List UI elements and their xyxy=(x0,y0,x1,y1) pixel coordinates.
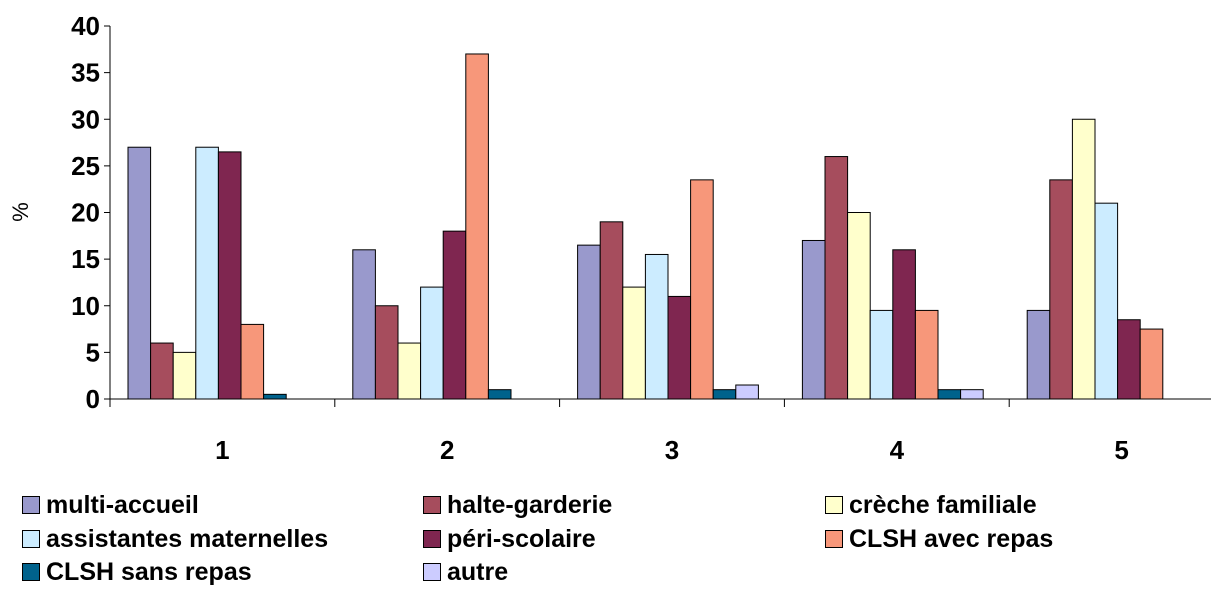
y-axis-label: % xyxy=(8,202,33,222)
y-tick-label: 20 xyxy=(71,198,100,228)
bar-multi-accueil-3 xyxy=(577,244,601,400)
bar-halte-garderie-3 xyxy=(599,221,624,400)
y-tick-label: 25 xyxy=(71,151,100,181)
bar-assistantes-maternelles-5 xyxy=(1094,202,1119,400)
x-tick-label: 1 xyxy=(215,435,229,465)
bar-autre-4 xyxy=(960,389,984,400)
bar-péri-scolaire-1 xyxy=(217,151,242,400)
bar-crèche-familiale-3 xyxy=(622,286,646,400)
bar-assistantes-maternelles-4 xyxy=(869,309,894,400)
bar-assistantes-maternelles-2 xyxy=(420,286,444,400)
bar-assistantes-maternelles-1 xyxy=(195,146,219,400)
y-tick-label: 10 xyxy=(71,291,100,321)
y-tick-label: 35 xyxy=(71,58,100,88)
bar-CLSH-avec-repas-5 xyxy=(1139,328,1164,400)
bar-crèche-familiale-2 xyxy=(397,342,422,400)
bar-CLSH-avec-repas-2 xyxy=(465,53,489,400)
bar-multi-accueil-4 xyxy=(801,239,826,400)
x-axis: 1 2 3 4 5 xyxy=(109,398,1211,465)
bar-CLSH-sans-repas-2 xyxy=(487,389,512,400)
bar-péri-scolaire-5 xyxy=(1117,319,1141,400)
bar-halte-garderie-4 xyxy=(824,156,849,400)
bar-CLSH-avec-repas-4 xyxy=(914,309,939,400)
y-tick-label: 5 xyxy=(86,337,100,367)
bar-péri-scolaire-4 xyxy=(892,249,916,400)
bar-assistantes-maternelles-3 xyxy=(644,253,669,400)
bar-CLSH-avec-repas-3 xyxy=(690,179,714,400)
y-axis: 0 5 10 15 20 25 30 35 40 xyxy=(71,11,111,414)
bar-CLSH-sans-repas-4 xyxy=(937,389,962,400)
bar-crèche-familiale-1 xyxy=(172,351,197,400)
bar-halte-garderie-2 xyxy=(374,305,399,400)
bar-péri-scolaire-2 xyxy=(442,230,467,400)
y-tick-label: 40 xyxy=(71,11,100,41)
bar-multi-accueil-1 xyxy=(127,146,152,400)
y-tick-label: 15 xyxy=(71,244,100,274)
bar-multi-accueil-2 xyxy=(352,249,376,400)
bar-halte-garderie-1 xyxy=(150,342,174,400)
x-tick-label: 4 xyxy=(890,435,905,465)
y-tick-label: 0 xyxy=(86,384,100,414)
bar-halte-garderie-5 xyxy=(1049,179,1073,400)
bar-multi-accueil-5 xyxy=(1026,309,1051,400)
bar-CLSH-sans-repas-3 xyxy=(712,389,737,400)
bar-péri-scolaire-3 xyxy=(667,295,692,400)
bars xyxy=(127,53,1164,400)
bar-crèche-familiale-5 xyxy=(1071,118,1096,400)
bar-autre-3 xyxy=(735,384,759,400)
x-tick-label: 3 xyxy=(665,435,679,465)
x-tick-label: 5 xyxy=(1114,435,1128,465)
bar-crèche-familiale-4 xyxy=(847,212,871,400)
y-tick-label: 30 xyxy=(71,104,100,134)
bar-CLSH-avec-repas-1 xyxy=(240,323,265,400)
bar-CLSH-sans-repas-1 xyxy=(263,393,287,400)
x-tick-label: 2 xyxy=(440,435,454,465)
